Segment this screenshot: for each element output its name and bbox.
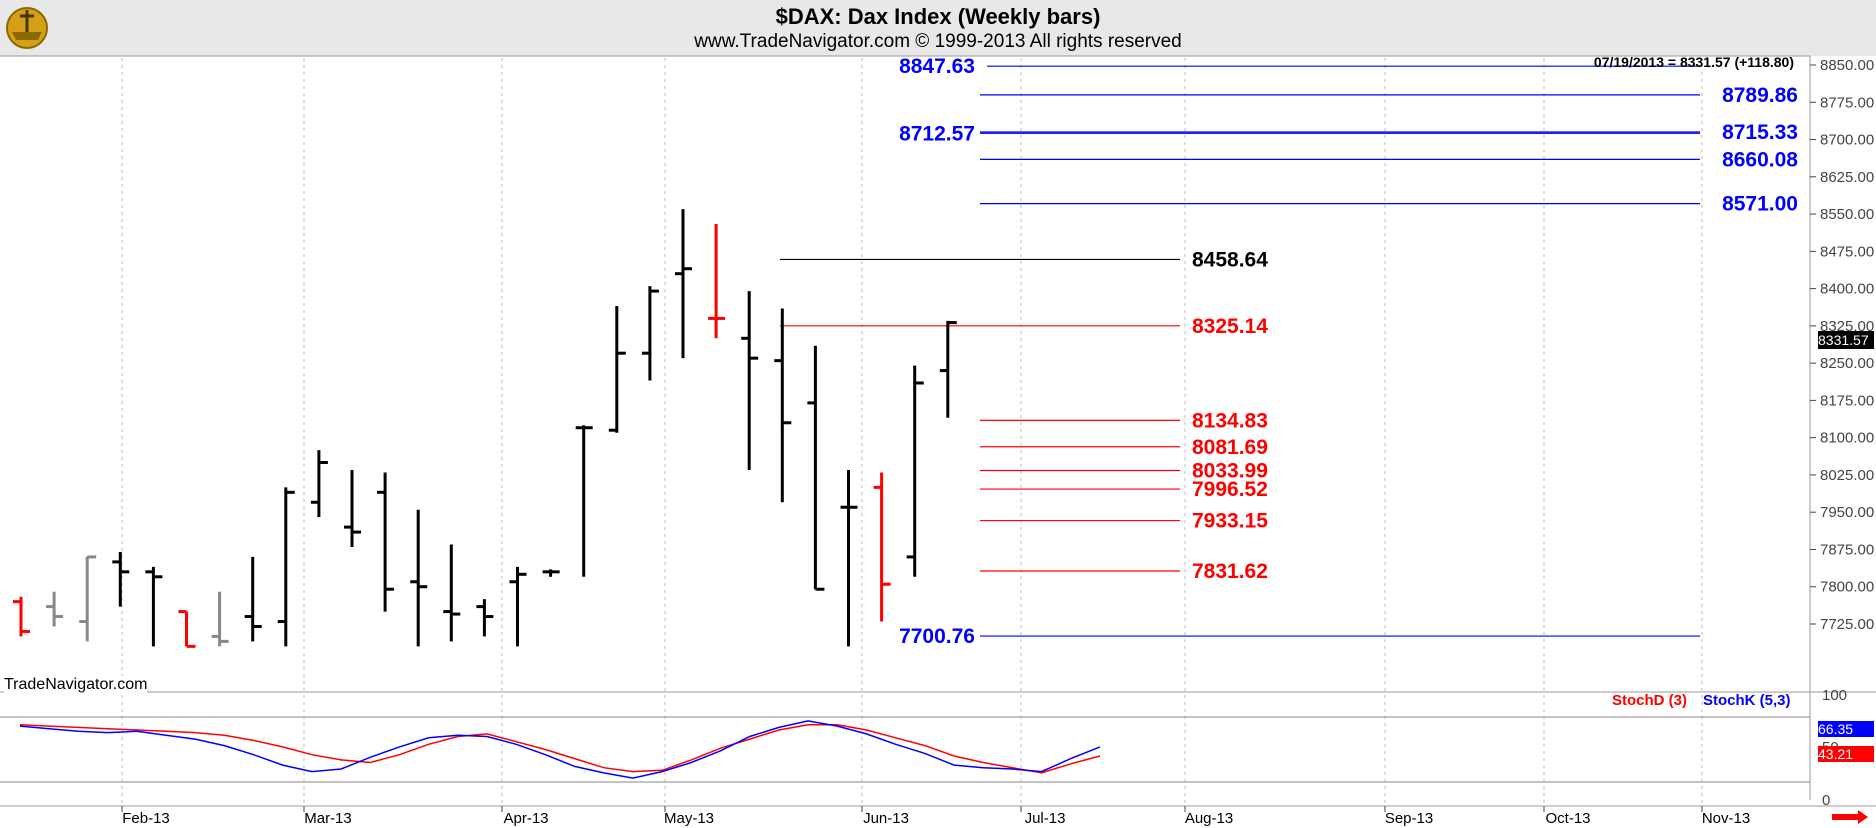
price-axis: 8850.00 8775.00 8700.00 8625.00 8550.00 8475.… [1810, 57, 1874, 633]
month-label: May-13 [664, 810, 714, 827]
ohlc-bar [145, 566, 163, 647]
level-label-blue-right: 8571.00 [1722, 193, 1798, 216]
ohlc-bar [476, 599, 494, 637]
ohlc-bar [774, 308, 792, 503]
stoch-tick-label: 0 [1822, 792, 1830, 809]
level-label-blue-right: 8715.33 [1722, 121, 1798, 144]
ohlc-bar [112, 551, 130, 607]
scroll-right-arrow-icon[interactable] [1830, 810, 1870, 824]
ohlc-bar [178, 610, 196, 648]
month-label: Feb-13 [122, 810, 170, 827]
price-tick-label: 8550.00 [1820, 206, 1874, 223]
stoch-k-value: 66.35 [1818, 721, 1874, 737]
level-label-blue-right: 8789.86 [1722, 84, 1798, 107]
projection-levels: 8847.63 8712.57 7700.76 8789.86 8715.33 8660.… [780, 55, 1798, 648]
ohlc-bar [344, 469, 361, 547]
level-label-7700: 7700.76 [899, 625, 975, 648]
ohlc-bar [46, 591, 64, 627]
ohlc-bar [840, 469, 858, 647]
stoch-series-line [19, 720, 1101, 779]
stochastic-panel: 100500 [0, 687, 1847, 809]
price-tick-label: 7725.00 [1820, 616, 1874, 633]
ohlc-bar [443, 544, 461, 642]
month-label: Jun-13 [863, 810, 909, 827]
level-label-red: 8081.69 [1192, 436, 1268, 459]
ohlc-bar [608, 305, 626, 433]
level-label-8847: 8847.63 [899, 55, 975, 78]
level-label-red: 8325.14 [1192, 315, 1268, 338]
price-tick-label: 8850.00 [1820, 57, 1874, 74]
ohlc-bar [741, 291, 759, 470]
month-axis: Feb-13 Mar-13 Apr-13 May-13 Jun-13 Jul-13 Aug-… [121, 806, 1750, 827]
price-tick-label: 8775.00 [1820, 94, 1874, 111]
price-tick-label: 8475.00 [1820, 243, 1874, 260]
current-price-badge: 8331.57 [1818, 331, 1874, 349]
stoch-d-value: 43.21 [1818, 746, 1874, 762]
copyright-subtitle: www.TradeNavigator.com © 1999-2013 All r… [694, 31, 1182, 52]
ohlc-bar [708, 224, 726, 339]
level-label-blue-right: 8660.08 [1722, 148, 1798, 171]
level-label-red: 8134.83 [1192, 409, 1268, 432]
price-tick-label: 8175.00 [1820, 392, 1874, 409]
ohlc-bar [939, 320, 957, 418]
ohlc-bar [873, 472, 891, 622]
level-label-red: 7933.15 [1192, 510, 1268, 533]
stoch-legend-k: StochK (5,3) [1703, 692, 1791, 709]
ohlc-bar [807, 345, 825, 591]
level-label-red: 7831.62 [1192, 560, 1268, 583]
level-label-8712: 8712.57 [899, 122, 975, 145]
price-tick-label: 8400.00 [1820, 281, 1874, 298]
ohlc-bar [906, 365, 924, 577]
chart-grid [0, 55, 1876, 807]
tradenavigator-logo-icon [6, 7, 48, 49]
ohlc-bar [13, 596, 30, 637]
month-label: Mar-13 [304, 810, 352, 827]
ohlc-bars [13, 209, 957, 648]
month-label: Sep-13 [1385, 810, 1433, 827]
stoch-series-line [19, 724, 1101, 774]
level-label-red: 8033.99 [1192, 459, 1268, 482]
price-tick-label: 7800.00 [1820, 579, 1874, 596]
ohlc-bar [277, 487, 295, 647]
month-label: Apr-13 [503, 810, 548, 827]
month-label: Aug-13 [1185, 810, 1233, 827]
watermark: TradeNavigator.com [4, 676, 148, 694]
ohlc-bar [410, 509, 428, 647]
ohlc-bar [377, 472, 395, 612]
price-tick-label: 7950.00 [1820, 504, 1874, 521]
month-label: Oct-13 [1545, 810, 1590, 827]
price-tick-label: 8700.00 [1820, 132, 1874, 149]
stoch-legend-d: StochD (3) [1612, 692, 1687, 709]
ohlc-bar [310, 450, 328, 518]
last-quote: 07/19/2013 = 8331.57 (+118.80) [1593, 54, 1794, 70]
ohlc-bar [675, 209, 692, 359]
price-tick-label: 8325.00 [1820, 318, 1874, 335]
price-tick-label: 8100.00 [1820, 430, 1874, 447]
price-tick-label: 7875.00 [1820, 541, 1874, 558]
stoch-tick-label: 100 [1822, 687, 1847, 704]
ohlc-bar [509, 566, 527, 647]
ohlc-bar [542, 569, 560, 577]
ohlc-bar [211, 591, 229, 647]
month-label: Jul-13 [1025, 810, 1066, 827]
chart-title: $DAX: Dax Index (Weekly bars) [775, 4, 1101, 29]
month-label: Nov-13 [1702, 810, 1750, 827]
level-label-8458: 8458.64 [1192, 248, 1268, 271]
chart-header [0, 0, 1876, 56]
price-tick-label: 8250.00 [1820, 355, 1874, 372]
ohlc-bar [575, 425, 593, 577]
ohlc-bar [244, 556, 262, 642]
ohlc-bar [79, 555, 97, 642]
ohlc-bar [641, 286, 659, 381]
price-tick-label: 8025.00 [1820, 467, 1874, 484]
level-label-red: 7996.52 [1192, 478, 1268, 501]
price-tick-label: 8625.00 [1820, 169, 1874, 186]
